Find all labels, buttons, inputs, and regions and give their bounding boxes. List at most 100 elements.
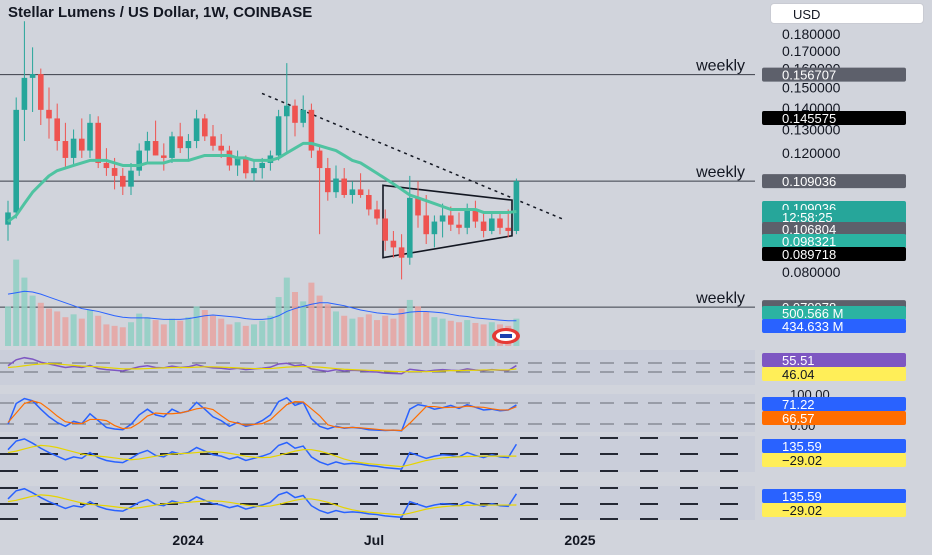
volume-bar	[259, 320, 266, 346]
candle-body	[390, 240, 397, 248]
candle-body	[13, 109, 19, 213]
candle-body	[439, 215, 446, 222]
price-tick-label: 0.180000	[782, 26, 841, 42]
price-tag-bg	[762, 234, 906, 248]
volume-bar	[488, 322, 495, 346]
price-tag-bg	[762, 247, 906, 261]
volume-bar	[316, 295, 323, 346]
moving-average-line	[7, 141, 517, 223]
volume-bar	[226, 324, 233, 346]
candle-body	[513, 181, 520, 231]
volume-bar	[406, 299, 413, 346]
candle-body	[95, 122, 101, 163]
candle-body	[29, 74, 36, 78]
volume-bar	[144, 317, 151, 346]
volume-bar	[87, 310, 93, 346]
candle-body	[325, 168, 331, 193]
time-tick-label: Jul	[364, 532, 384, 548]
volume-bar	[160, 324, 167, 346]
price-tick-label: 0.080000	[782, 264, 841, 280]
candle-body	[374, 209, 380, 219]
candle-body	[448, 215, 454, 225]
candle-body	[341, 178, 347, 195]
candle-body	[505, 227, 511, 231]
volume-bar	[423, 311, 430, 346]
indicator-tag-bg	[762, 453, 906, 467]
level-label: weekly	[695, 290, 745, 307]
candle-body	[251, 168, 257, 174]
price-tick-label: 0.120000	[782, 145, 841, 161]
volume-bar	[95, 315, 102, 346]
volume-bar	[292, 292, 298, 346]
candle-body	[144, 141, 151, 151]
candle-body	[210, 136, 216, 146]
candle-body	[243, 157, 249, 174]
indicator-pane[interactable]	[0, 394, 755, 432]
indicator-line	[7, 494, 517, 516]
candle-body	[292, 105, 298, 123]
candle-body	[480, 221, 487, 231]
volume-bar	[193, 306, 200, 346]
currency-selector[interactable]: USD	[770, 3, 924, 24]
volume-bar	[103, 324, 110, 346]
candle-body	[226, 150, 233, 166]
volume-ma-line	[7, 290, 517, 322]
level-label: weekly	[695, 164, 745, 181]
volume-bar	[185, 317, 192, 346]
time-tick-label: 2025	[564, 532, 595, 548]
indicator-tag: 46.04	[782, 367, 815, 382]
price-tag-bg	[762, 111, 906, 125]
indicator-line	[7, 438, 518, 470]
candle-body	[62, 141, 69, 158]
volume-bar	[13, 259, 20, 346]
price-tag: 12:58:25	[782, 210, 833, 225]
price-tag-bg	[762, 210, 906, 224]
candle-body	[103, 162, 110, 169]
volume-bar	[382, 315, 389, 346]
volume-bar	[46, 308, 52, 346]
candle-body	[415, 197, 421, 216]
candle-body	[431, 221, 438, 235]
indicator-tag-bg	[762, 353, 906, 367]
price-tag-bg	[762, 222, 906, 236]
volume-bar	[111, 325, 118, 346]
volume-bar	[341, 315, 348, 346]
candle-body	[202, 118, 208, 137]
candle-body	[464, 209, 470, 228]
indicator-pane[interactable]	[0, 350, 755, 385]
level-label: weekly	[695, 58, 745, 75]
level-price-tag-bg	[762, 174, 906, 189]
candle-body	[366, 194, 372, 210]
indicator-tag-bg	[762, 503, 906, 517]
volume-bar	[398, 308, 405, 346]
volume-bar	[54, 311, 61, 346]
volume-bar	[431, 317, 438, 346]
indicator-tag: 135.59	[782, 489, 822, 504]
indicator-tag: 55.51	[782, 353, 815, 368]
volume-ma-tag: 434.633 M	[782, 319, 843, 334]
price-tag: 0.106804	[782, 222, 836, 237]
volume-bar	[70, 314, 77, 346]
candle-body	[136, 150, 142, 171]
indicator-line	[7, 363, 517, 373]
candle-body	[169, 136, 175, 158]
candle-body	[398, 247, 405, 258]
price-tag: 0.089718	[782, 247, 836, 262]
volume-bar	[480, 324, 487, 346]
volume-bar	[439, 318, 446, 346]
candle-body	[185, 141, 192, 149]
indicator-line	[7, 400, 517, 432]
volume-tag-bg	[762, 306, 906, 320]
volume-bar	[5, 306, 11, 346]
indicator-tag-bg	[762, 367, 906, 381]
volume-tag: 500.566 M	[782, 306, 843, 321]
volume-bar	[78, 318, 85, 346]
candle-body	[308, 109, 315, 151]
volume-bar	[275, 297, 282, 346]
indicator-tag: −29.02	[782, 453, 822, 468]
flag-icon[interactable]	[492, 328, 520, 344]
candle-body	[70, 138, 77, 158]
volume-bar	[119, 327, 126, 346]
